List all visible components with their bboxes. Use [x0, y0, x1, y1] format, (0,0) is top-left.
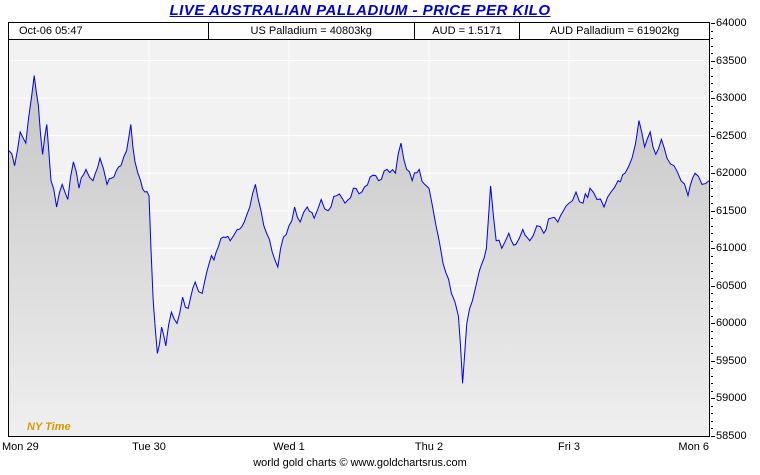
y-axis-label: 60000 — [716, 317, 747, 330]
y-axis-tick — [711, 285, 715, 287]
y-axis-tick — [711, 60, 715, 62]
y-axis-tick — [711, 83, 713, 85]
y-axis-tick — [711, 30, 713, 32]
y-axis-tick — [711, 68, 713, 70]
y-axis-tick — [711, 375, 713, 377]
y-axis-tick — [711, 180, 713, 182]
y-axis-tick — [711, 135, 715, 137]
aud-exchange-rate: AUD = 1.5171 — [415, 23, 520, 39]
chart-area: Oct-06 05:47 US Palladium = 40803kg AUD … — [8, 22, 710, 437]
y-axis-tick — [711, 113, 713, 115]
x-axis-label: Tue 30 — [132, 441, 166, 453]
y-axis-tick — [711, 300, 713, 302]
y-axis-tick — [711, 330, 713, 332]
aud-palladium-quote: AUD Palladium = 61902kg — [549, 25, 680, 37]
y-axis-label: 62500 — [716, 129, 747, 142]
y-axis-tick — [711, 315, 713, 317]
x-axis-label: Wed 1 — [273, 441, 305, 453]
y-axis-tick — [711, 323, 715, 325]
x-axis-label: Thu 2 — [414, 441, 444, 453]
y-axis-label: 59500 — [716, 354, 747, 367]
y-axis-tick — [711, 23, 715, 24]
y-axis-tick — [711, 278, 713, 280]
y-axis-tick — [711, 165, 713, 167]
quote-header-strip: Oct-06 05:47 US Palladium = 40803kg AUD … — [9, 23, 709, 40]
y-axis-tick — [711, 210, 715, 212]
y-axis-tick — [711, 248, 715, 250]
y-axis-tick — [711, 398, 715, 400]
y-axis-tick — [711, 188, 713, 190]
y-axis-tick — [711, 90, 713, 92]
quote-timestamp: Oct-06 05:47 — [9, 23, 209, 39]
y-axis-tick — [711, 45, 713, 47]
y-axis-tick — [711, 428, 713, 430]
y-axis-tick — [711, 308, 713, 310]
y-axis-tick — [711, 75, 713, 77]
x-axis-label: Mon 6 — [678, 441, 709, 453]
y-axis-tick — [711, 436, 715, 437]
y-axis-tick — [711, 105, 713, 107]
y-axis-label: 60500 — [716, 279, 747, 292]
x-axis-label: Mon 29 — [2, 441, 39, 453]
y-axis-tick — [711, 345, 713, 347]
y-axis-label: 62000 — [716, 167, 747, 180]
y-axis-tick — [711, 353, 713, 355]
y-axis-tick — [711, 293, 713, 295]
y-axis-tick — [711, 158, 713, 160]
y-axis-tick — [711, 173, 715, 175]
y-axis-tick — [711, 120, 713, 122]
timezone-label: NY Time — [27, 421, 71, 433]
y-axis-tick — [711, 195, 713, 197]
y-axis-tick — [711, 240, 713, 242]
y-axis-label: 63000 — [716, 92, 747, 105]
y-axis-tick — [711, 405, 713, 407]
y-axis-tick — [711, 218, 713, 220]
y-axis-tick — [711, 368, 713, 370]
y-axis-tick — [711, 38, 713, 40]
y-axis-tick — [711, 360, 715, 362]
y-axis-label: 63500 — [716, 54, 747, 67]
y-axis-tick — [711, 263, 713, 265]
copyright-footer: world gold charts © www.goldchartsrus.co… — [253, 457, 467, 469]
price-series-plot — [9, 23, 709, 436]
y-axis-tick — [711, 390, 713, 392]
y-axis-tick — [711, 143, 713, 145]
y-axis-tick — [711, 53, 713, 55]
y-axis-tick — [711, 128, 713, 130]
us-palladium-quote: US Palladium = 40803kg — [209, 23, 415, 39]
y-axis-tick — [711, 420, 713, 422]
y-axis-label: 61000 — [716, 242, 747, 255]
y-axis-tick — [711, 413, 713, 415]
y-axis-tick — [711, 383, 713, 385]
y-axis-tick — [711, 233, 713, 235]
y-axis-tick — [711, 225, 713, 227]
y-axis-tick — [711, 203, 713, 205]
y-axis-label: 59000 — [716, 392, 747, 405]
page-title: LIVE AUSTRALIAN PALLADIUM - PRICE PER KI… — [169, 2, 551, 19]
y-axis-label: 61500 — [716, 204, 747, 217]
y-axis-tick — [711, 150, 713, 152]
y-axis-label: 58500 — [716, 430, 747, 442]
y-axis-label: 64000 — [716, 17, 747, 29]
y-axis-tick — [711, 98, 715, 100]
y-axis-tick — [711, 255, 713, 257]
x-axis-label: Fri 3 — [558, 441, 580, 453]
y-axis-tick — [711, 338, 713, 340]
y-axis-tick — [711, 270, 713, 272]
